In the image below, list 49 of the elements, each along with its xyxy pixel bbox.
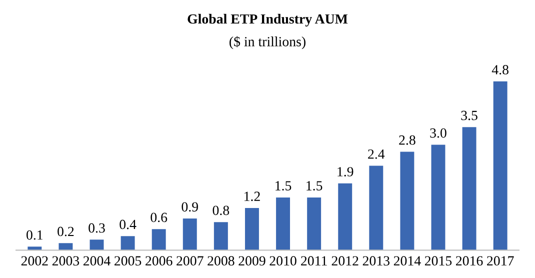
data-label: 1.2 [244, 192, 260, 202]
bar [431, 144, 446, 250]
x-tick-label: 2008 [208, 256, 234, 266]
chart-title: Global ETP Industry AUM [188, 14, 348, 27]
data-label: 1.5 [306, 181, 322, 191]
bar [338, 183, 352, 250]
data-label: 0.6 [150, 212, 168, 222]
x-tick-label: 2014 [394, 256, 421, 266]
data-label: 4.8 [492, 65, 508, 74]
bar [152, 229, 166, 250]
x-tick-label: 2007 [176, 256, 204, 266]
data-label: 0.9 [182, 202, 198, 212]
data-label: 2.4 [368, 149, 385, 159]
data-label: 1.5 [276, 181, 292, 191]
data-label: 2.8 [399, 135, 416, 145]
bar [400, 152, 414, 250]
x-tick-label: 2013 [362, 256, 390, 266]
x-tick-label: 2016 [456, 256, 483, 266]
bar [120, 236, 135, 250]
x-tick-label: 2004 [83, 256, 110, 266]
x-tick-label: 2015 [424, 256, 452, 266]
bar [369, 166, 384, 250]
bar [244, 208, 259, 250]
data-label: 3.5 [461, 110, 478, 120]
x-tick-label: 2012 [332, 256, 358, 266]
bar [58, 243, 73, 250]
bar [307, 197, 322, 250]
bar [214, 222, 228, 250]
x-tick-label: 2009 [238, 256, 266, 266]
bar [493, 81, 508, 250]
x-tick-label: 2010 [270, 256, 296, 266]
data-label: 0.3 [88, 223, 105, 233]
data-label: 0.2 [58, 226, 74, 236]
data-label: 1.9 [338, 167, 354, 176]
data-label: 0.8 [212, 206, 230, 216]
x-tick-label: 2017 [487, 256, 514, 266]
x-tick-label: 2005 [114, 256, 142, 266]
bar [182, 218, 197, 250]
x-tick-label: 2011 [301, 256, 327, 266]
x-tick-label: 2003 [52, 256, 80, 266]
data-label: 3.0 [430, 128, 446, 138]
chart-subtitle: ($ in trillions) [230, 36, 306, 50]
bar [276, 197, 290, 250]
bar [462, 127, 476, 250]
data-label: 0.1 [26, 230, 43, 240]
x-tick-label: 2002 [21, 256, 48, 266]
bar [90, 240, 104, 250]
data-label: 0.4 [120, 220, 136, 230]
x-tick-label: 2006 [146, 256, 172, 266]
